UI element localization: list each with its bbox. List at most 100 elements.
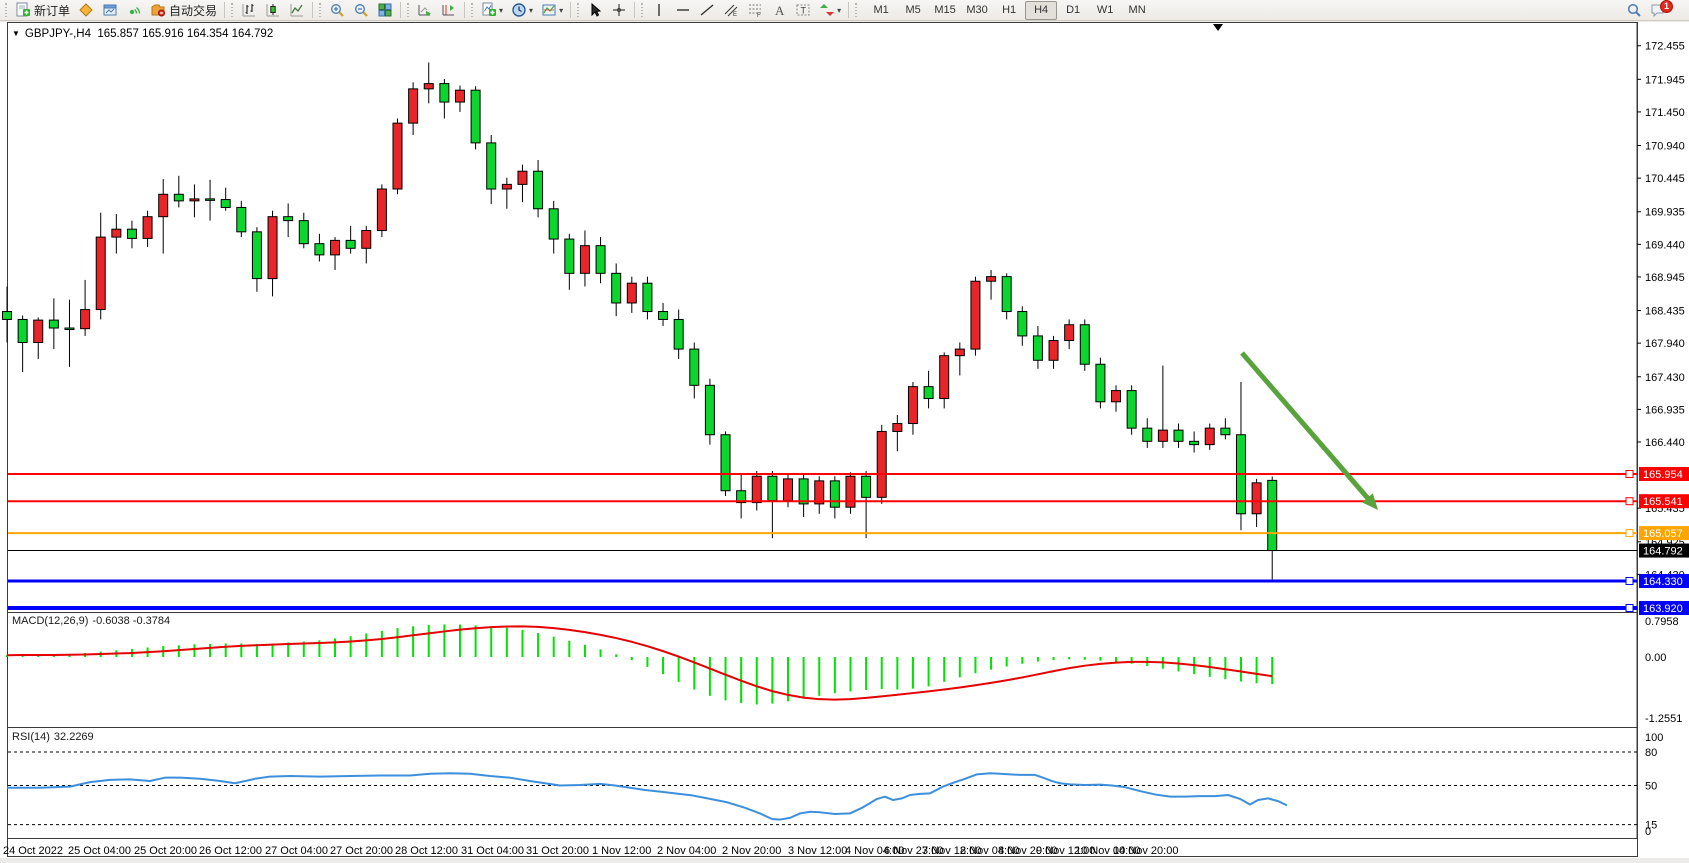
market-watch-button[interactable]	[74, 0, 98, 21]
trendline-button[interactable]	[695, 0, 719, 21]
arrows-button[interactable]: ▾	[815, 0, 845, 21]
text-button[interactable]: A	[767, 0, 791, 21]
chart-dropdown-icon[interactable]: ▼	[12, 29, 20, 38]
rsi-label: RSI(14) 32.2269	[12, 731, 98, 743]
chart-background	[0, 22, 1689, 858]
line-handle[interactable]	[1625, 576, 1634, 585]
line-chart-icon	[290, 4, 304, 17]
timeframe-mn[interactable]: MN	[1128, 4, 1146, 16]
trend-arrow-line[interactable]	[1240, 351, 1373, 503]
candle-body	[642, 282, 653, 313]
toolbar-grip[interactable]	[470, 2, 476, 18]
crosshair-icon	[613, 4, 626, 16]
candle-body	[1064, 324, 1075, 342]
candle-body	[1095, 363, 1106, 403]
candle-body	[1079, 324, 1090, 365]
fibonacci-button[interactable]: F	[743, 0, 767, 21]
clock-icon	[512, 3, 526, 17]
line-handle[interactable]	[1625, 470, 1634, 478]
chevron-down-icon[interactable]: ▾	[499, 5, 504, 15]
rsi-line[interactable]	[7, 772, 1288, 821]
toolbar-grip[interactable]	[854, 2, 860, 18]
indicators-button[interactable]: ▾	[477, 0, 507, 21]
toolbar-grip[interactable]	[318, 2, 324, 18]
candle-body	[454, 89, 465, 103]
price-tick-label: 171.450	[1645, 107, 1685, 119]
line-handle[interactable]	[1625, 603, 1634, 612]
candle-body	[64, 327, 75, 331]
candle-body	[267, 216, 278, 280]
trend-arrow-head[interactable]	[1362, 493, 1378, 510]
new-order-button[interactable]: 新订单	[11, 0, 74, 21]
vertical-line-button[interactable]	[647, 0, 671, 21]
timeframe-h4[interactable]: H4	[1025, 0, 1058, 20]
chart-window-icon	[103, 4, 117, 16]
horizontal-line-icon	[677, 9, 690, 11]
chat-button[interactable]: 1	[1646, 0, 1683, 21]
search-button[interactable]	[1622, 0, 1646, 21]
timeframe-m1[interactable]: M1	[873, 4, 889, 16]
time-axis-label: 4 Nov 04:00	[845, 845, 904, 857]
line-handle[interactable]	[1625, 529, 1634, 538]
candle-body	[298, 220, 309, 245]
crosshair-button[interactable]	[607, 0, 631, 21]
tile-windows-button[interactable]	[373, 0, 397, 21]
rsi-axis-label: 15	[1645, 820, 1657, 832]
chart-shift-button[interactable]	[437, 0, 461, 21]
candle-body	[376, 188, 387, 232]
line-handle[interactable]	[1625, 497, 1634, 506]
trendline-icon	[700, 4, 714, 16]
price-chart[interactable]: 172.455 171.945 171.450 170.940 170.445 169.9…	[0, 22, 1689, 858]
chart-window[interactable]: 172.455 171.945 171.450 170.940 170.445 169.9…	[0, 22, 1689, 858]
candle-body	[1157, 429, 1168, 442]
auto-trading-button[interactable]: 自动交易	[146, 0, 221, 21]
time-axis-label: 31 Oct 04:00	[461, 845, 524, 857]
candle-body	[720, 434, 731, 492]
candle-body	[1032, 335, 1043, 361]
price-tick-label: 167.940	[1645, 338, 1685, 350]
timeframe-group: M1 M5 M15 M30 H1 H4 D1 W1 MN	[865, 0, 1153, 20]
candle-body	[1267, 479, 1278, 552]
price-tick-label: 171.945	[1645, 74, 1685, 86]
signals-button[interactable]	[122, 0, 146, 21]
toolbar-grip[interactable]	[406, 2, 412, 18]
zoom-out-button[interactable]	[349, 0, 373, 21]
templates-button[interactable]: ▾	[537, 0, 567, 21]
channel-button[interactable]: E	[719, 0, 743, 21]
text-label-button[interactable]: T	[791, 0, 815, 21]
chevron-down-icon[interactable]: ▾	[559, 5, 564, 15]
timeframe-m5[interactable]: M5	[905, 4, 921, 16]
candle-body	[689, 348, 700, 386]
candle-body	[501, 183, 512, 190]
horizontal-line-button[interactable]	[671, 0, 695, 21]
toolbar-grip[interactable]	[4, 2, 9, 18]
toolbar-grip[interactable]	[576, 2, 582, 18]
timeframe-d1[interactable]: D1	[1066, 4, 1081, 16]
timeframe-h1[interactable]: H1	[1002, 4, 1017, 16]
timeframe-w1[interactable]: W1	[1096, 4, 1114, 16]
line-chart-button[interactable]	[285, 0, 309, 21]
candle-body	[439, 83, 450, 103]
candle-body	[673, 318, 684, 350]
candle-body	[798, 478, 809, 505]
timeframe-m30[interactable]: M30	[966, 4, 988, 16]
chart-shift-marker[interactable]	[1213, 24, 1223, 31]
timeframe-m15[interactable]: M15	[934, 4, 956, 16]
bar-chart-button[interactable]	[237, 0, 261, 21]
toolbar-grip[interactable]	[230, 2, 236, 18]
toolbar-grip[interactable]	[640, 2, 646, 18]
candle-chart-button[interactable]	[261, 0, 285, 21]
zoom-in-button[interactable]	[325, 0, 349, 21]
chevron-down-icon[interactable]: ▾	[529, 5, 534, 15]
chevron-down-icon[interactable]: ▾	[837, 5, 842, 15]
periods-button[interactable]: ▾	[507, 0, 537, 21]
price-tick-label: 167.430	[1645, 372, 1685, 384]
candle-body	[392, 122, 403, 190]
auto-scroll-button[interactable]	[413, 0, 437, 21]
cursor-button[interactable]	[583, 0, 607, 21]
cursor-icon	[591, 2, 602, 17]
chart-window-button[interactable]	[98, 0, 122, 21]
price-level-label-box	[1639, 600, 1689, 615]
time-axis-label: 8 Nov 20:00	[998, 845, 1057, 857]
market-watch-icon	[79, 3, 93, 17]
